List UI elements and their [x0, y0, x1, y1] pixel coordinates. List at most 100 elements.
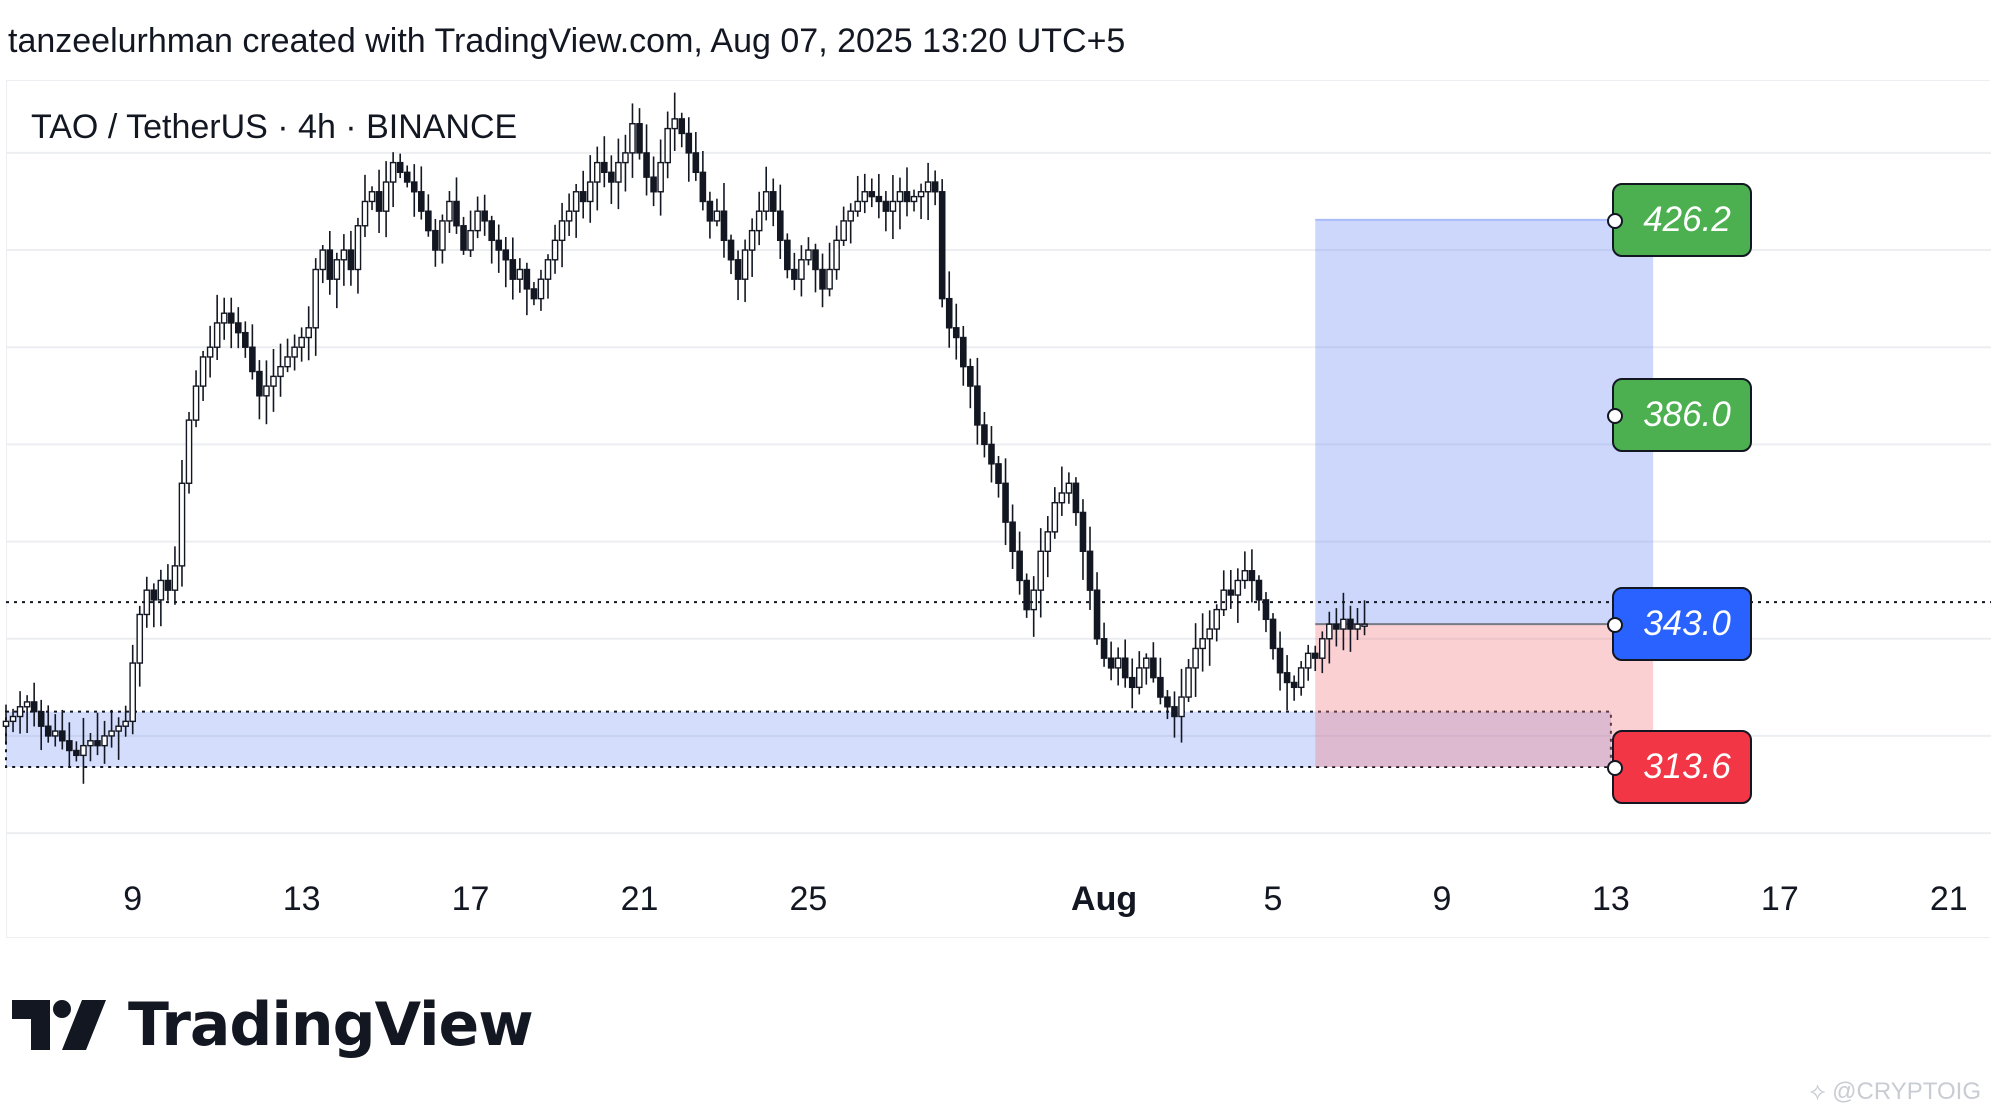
x-tick-label: Aug — [1071, 880, 1138, 918]
candle-body — [1058, 492, 1066, 504]
candle-body — [1227, 589, 1235, 596]
candle-body — [1150, 657, 1157, 679]
candle-body — [1340, 618, 1347, 630]
candle-body — [403, 171, 411, 183]
candle-body — [1213, 608, 1221, 630]
tradingview-logo-icon — [12, 1000, 106, 1050]
candle-body — [101, 735, 108, 747]
candle-body — [903, 191, 911, 203]
candle-body — [826, 268, 833, 290]
candle-body — [720, 210, 728, 242]
candle-body — [347, 249, 355, 271]
candle-body — [1276, 647, 1284, 674]
candle-body — [1121, 657, 1129, 679]
candle-body — [298, 336, 305, 348]
candle-body — [868, 191, 876, 198]
candle-body — [1023, 579, 1030, 611]
candle-body — [488, 220, 495, 242]
candle-body — [762, 191, 770, 212]
candle-body — [776, 210, 784, 242]
candle-body — [1311, 652, 1319, 659]
candle-body — [171, 565, 179, 591]
candle-body — [805, 249, 812, 261]
x-tick-label: 17 — [451, 880, 490, 918]
candle-body — [1016, 550, 1023, 582]
candle-body — [1171, 706, 1178, 718]
candle-body — [1326, 623, 1333, 640]
candle-body — [157, 579, 165, 601]
price-tag-handle-icon[interactable] — [1607, 408, 1623, 425]
price-tag[interactable]: 313.6 — [1607, 730, 1752, 805]
candle-body — [242, 331, 249, 348]
candle-body — [305, 327, 312, 339]
candle-body — [910, 195, 918, 203]
x-tick-label: 21 — [620, 880, 659, 918]
support-zone-border — [5, 710, 1612, 769]
candle-body — [847, 210, 854, 222]
chart-title: TAO / TetherUS · 4h · BINANCE — [31, 108, 518, 146]
candle-body — [615, 161, 622, 183]
position-tool-layer — [1315, 218, 1654, 768]
candle-body — [150, 589, 158, 601]
candle-body — [1030, 589, 1037, 611]
candle-body — [593, 161, 601, 183]
candle-body — [1248, 570, 1256, 582]
candle-body — [192, 385, 200, 421]
candle-body — [791, 268, 798, 280]
candle-body — [608, 171, 615, 183]
candle-body — [80, 744, 87, 757]
candle-body — [1199, 638, 1206, 650]
candle-body — [917, 191, 925, 198]
candle-body — [453, 200, 460, 227]
candle-body — [249, 346, 256, 373]
candle-body — [586, 181, 594, 203]
price-tag-handle-icon[interactable] — [1607, 760, 1623, 777]
candle-body — [1143, 657, 1150, 669]
candle-body — [30, 701, 38, 713]
candle-body — [875, 195, 883, 203]
candle-body — [952, 327, 960, 339]
candle-body — [988, 443, 995, 465]
price-tag-label: 426.2 — [1643, 199, 1731, 239]
candle-body — [1333, 623, 1340, 630]
candle-body — [1255, 579, 1263, 601]
tradingview-logo[interactable]: TradingView — [12, 990, 534, 1060]
candle-body — [1354, 623, 1361, 630]
price-tag[interactable]: 343.0 — [1607, 587, 1752, 662]
candle-body — [861, 191, 869, 203]
candle-body — [1304, 652, 1312, 669]
candle-body — [319, 249, 327, 271]
candle-body — [819, 268, 826, 290]
candle-body — [382, 181, 390, 212]
price-tag-handle-icon[interactable] — [1607, 617, 1623, 634]
candle-body — [277, 365, 284, 378]
candle-body — [1347, 618, 1354, 630]
price-tag[interactable]: 426.2 — [1607, 182, 1752, 257]
price-tag[interactable]: 386.0 — [1607, 378, 1752, 453]
candle-body — [1157, 676, 1164, 698]
candle-body — [164, 579, 172, 591]
candle-body — [854, 200, 862, 212]
candle-body — [122, 720, 129, 727]
candle-body — [1220, 589, 1228, 611]
candle-body — [375, 191, 383, 212]
support-zone-layer — [5, 710, 1612, 769]
candle-body — [995, 463, 1002, 484]
candle-body — [418, 191, 425, 212]
candle-body — [1318, 638, 1326, 659]
candle-body — [650, 176, 657, 193]
candle-body — [333, 259, 341, 280]
candle-body — [523, 268, 531, 290]
candle-body — [572, 191, 580, 212]
price-tag-handle-icon[interactable] — [1607, 212, 1623, 229]
candle-body — [755, 210, 763, 232]
candle-body — [66, 740, 73, 752]
candle-body — [185, 419, 193, 484]
candle-body — [1361, 623, 1368, 627]
candle-body — [291, 346, 298, 358]
candle-body — [108, 730, 115, 737]
candle-body — [326, 249, 334, 280]
candle-body — [537, 278, 545, 300]
candle-body — [945, 297, 953, 329]
candle-body — [1206, 628, 1213, 640]
